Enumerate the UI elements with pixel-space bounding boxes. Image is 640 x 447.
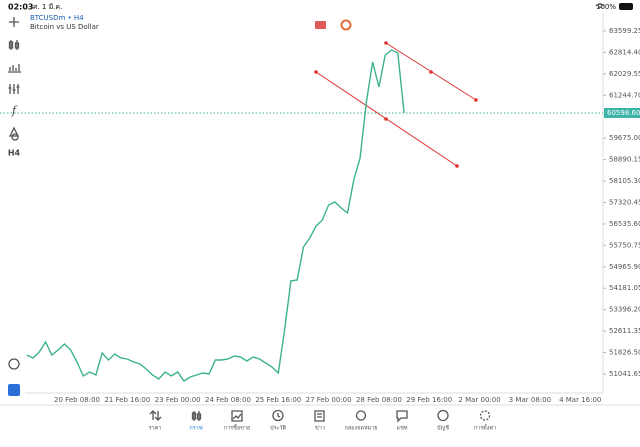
- tab-label[interactable]: กล่องจดหมาย: [344, 426, 377, 432]
- tab-icons: [149, 409, 491, 423]
- wifi-icon: [595, 3, 605, 9]
- y-tick-label: 58890.15: [609, 156, 640, 164]
- y-tick-label: 54965.90: [609, 263, 640, 271]
- y-tick-label: 52611.35: [609, 327, 640, 335]
- tab-label[interactable]: บัญชี: [437, 425, 449, 432]
- trade-icon[interactable]: [315, 21, 326, 29]
- tab-label[interactable]: การซื้อขาย: [224, 424, 250, 432]
- y-tick-label: 58105.30: [609, 177, 640, 185]
- settings-tool[interactable]: [8, 84, 20, 94]
- y-tick-label: 56535.60: [609, 220, 640, 228]
- x-tick-label: 21 Feb 16:00: [104, 396, 150, 404]
- tab-label[interactable]: ข่าว: [315, 426, 325, 432]
- x-tick-label: 27 Feb 00:00: [306, 396, 352, 404]
- x-tick-label: 4 Mar 16:00: [559, 396, 601, 404]
- tab-label[interactable]: กราฟ: [189, 425, 202, 432]
- tab-icon[interactable]: [231, 410, 243, 422]
- y-tick-label: 63599.25: [609, 27, 640, 35]
- x-tick-label: 25 Feb 16:00: [255, 396, 301, 404]
- tab-label[interactable]: แชท: [397, 425, 408, 432]
- y-tick-label: 55750.75: [609, 241, 640, 249]
- trendline-handle[interactable]: [384, 41, 388, 45]
- signal-icon[interactable]: [340, 19, 352, 31]
- tab-icon[interactable]: [437, 409, 449, 422]
- left-toolbar: f H4: [8, 17, 21, 396]
- tab-icon[interactable]: [272, 409, 284, 422]
- x-tick-label: 23 Feb 00:00: [155, 396, 201, 404]
- y-tick-label: 57320.45: [609, 198, 640, 206]
- y-tick-label: 54181.05: [609, 284, 640, 292]
- chart-description: Bitcoin vs US Dollar: [30, 23, 99, 31]
- y-tick-label: 61244.70: [609, 91, 640, 99]
- chart-symbol: BTCUSDm • H4: [30, 14, 84, 22]
- trendline-handle[interactable]: [314, 70, 318, 74]
- indicators-tool[interactable]: [8, 64, 21, 73]
- y-tick-label: 62029.55: [609, 70, 640, 78]
- current-price-label: 60598.60: [607, 109, 640, 117]
- tab-icon[interactable]: [314, 410, 325, 422]
- status-time: 02:03: [8, 3, 33, 12]
- x-tick-label: 24 Feb 08:00: [205, 396, 251, 404]
- tab-label[interactable]: ราคา: [149, 426, 162, 432]
- objects-tool[interactable]: [8, 126, 20, 141]
- battery-icon: [619, 3, 633, 10]
- tab-icon[interactable]: [191, 411, 202, 421]
- chart-type-tool[interactable]: [8, 40, 20, 50]
- y-tick-label: 51826.50: [609, 349, 640, 357]
- current-price-box: [604, 107, 640, 118]
- x-tick-label: 28 Feb 08:00: [356, 396, 402, 404]
- drawing-trendlines: [314, 41, 478, 168]
- tab-label[interactable]: ประวัติ: [270, 425, 286, 432]
- tab-icon[interactable]: [479, 410, 491, 421]
- trendline-handle[interactable]: [429, 70, 433, 74]
- trendline-handle[interactable]: [455, 164, 459, 168]
- y-tick-label: 53396.20: [609, 306, 640, 314]
- tab-icon[interactable]: [396, 410, 408, 423]
- trendline-handle[interactable]: [474, 98, 478, 102]
- y-tick-label: 59675.00: [609, 134, 640, 142]
- tab-label[interactable]: การตั้งค่า: [474, 424, 496, 432]
- x-tick-label: 2 Mar 00:00: [458, 396, 500, 404]
- status-battery: 100%: [596, 3, 616, 11]
- x-tick-label: 29 Feb 16:00: [406, 396, 452, 404]
- y-tick-label: 51041.65: [609, 370, 640, 378]
- y-tick-label: 62814.40: [609, 48, 640, 56]
- timeframe-button[interactable]: H4: [8, 149, 21, 158]
- tab-icon[interactable]: [355, 410, 367, 421]
- zoom-tool[interactable]: [8, 358, 20, 370]
- function-tool[interactable]: f: [11, 104, 18, 117]
- price-line: [26, 49, 405, 382]
- tab-icon[interactable]: [149, 410, 162, 421]
- trendline-handle[interactable]: [384, 117, 388, 121]
- x-tick-label: 20 Feb 08:00: [54, 396, 100, 404]
- status-date: ศ. 1 มี.ค.: [33, 3, 62, 11]
- crosshair-tool[interactable]: [9, 17, 19, 27]
- x-tick-label: 3 Mar 08:00: [509, 396, 551, 404]
- trade-panel-button[interactable]: [8, 384, 20, 396]
